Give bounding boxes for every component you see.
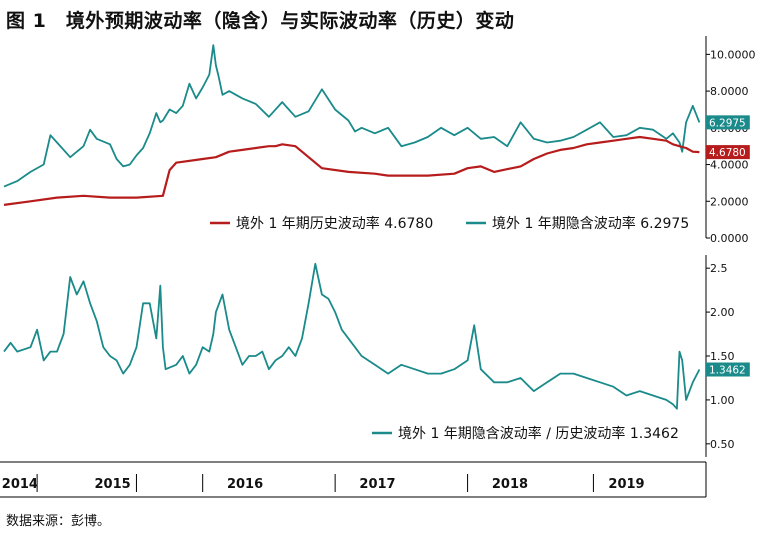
last-value-tag-ratio: 1.3462 (706, 362, 750, 377)
y-tick-label: 2.0000 (710, 195, 749, 208)
last-value-tag-bg (706, 115, 750, 130)
series-line-ratio (3, 262, 701, 410)
legend-label-implied: 境外 1 年期隐含波动率 6.2975 (492, 215, 689, 232)
last-value-tag-label: 6.2975 (709, 117, 746, 129)
x-tick-label: 2019 (608, 477, 644, 492)
panel-bottom: 0.50 1.00 1.50 2.00 2.5 1.3462 境外 1 年期隐含波动率 / … (3, 255, 750, 457)
y-tick-label: 10.0000 (710, 48, 756, 61)
panel-top: 0.00002.00004.00006.00008.000010.00006.2… (3, 36, 756, 245)
x-tick-label: 2014 (2, 477, 38, 492)
chart-title: 图 1 境外预期波动率（隐含）与实际波动率（历史）变动 (6, 10, 515, 32)
y-tick-label: 2.00 (710, 306, 735, 319)
last-value-tag-bg (706, 362, 750, 377)
y-tick-label: 0.50 (710, 438, 735, 451)
series-line-historical (3, 135, 700, 206)
y-tick-label: 1.00 (710, 394, 735, 407)
y-tick-label: 8.0000 (710, 85, 749, 98)
x-tick-label: 2018 (492, 477, 528, 492)
series-line-implied (3, 44, 701, 188)
source-note: 数据来源：彭博。 (6, 514, 111, 529)
legend-label-historical: 境外 1 年期历史波动率 4.6780 (236, 215, 433, 232)
x-axis: 2014 2015 2016 2017 2018 2019 (0, 461, 707, 498)
last-value-tag-label: 1.3462 (709, 365, 746, 377)
last-value-tag-historical: 4.6780 (706, 145, 750, 160)
x-tick-label: 2016 (227, 477, 263, 492)
last-value-tag-label: 4.6780 (709, 147, 746, 159)
legend-label-ratio: 境外 1 年期隐含波动率 / 历史波动率 1.3462 (398, 425, 679, 442)
y-tick-label: 0.0000 (710, 232, 749, 245)
y-tick-label: 1.50 (710, 350, 735, 363)
last-value-tag-bg (706, 145, 750, 160)
x-tick-label: 2015 (95, 477, 131, 492)
last-value-tag-implied: 6.2975 (706, 115, 750, 130)
legend-bottom: 境外 1 年期隐含波动率 / 历史波动率 1.3462 (372, 425, 679, 442)
y-tick-label: 2.5 (710, 262, 728, 275)
x-tick-label: 2017 (359, 477, 395, 492)
legend-top: 境外 1 年期历史波动率 4.6780 境外 1 年期隐含波动率 6.2975 (210, 215, 689, 232)
y-tick-label: 4.0000 (710, 159, 749, 172)
